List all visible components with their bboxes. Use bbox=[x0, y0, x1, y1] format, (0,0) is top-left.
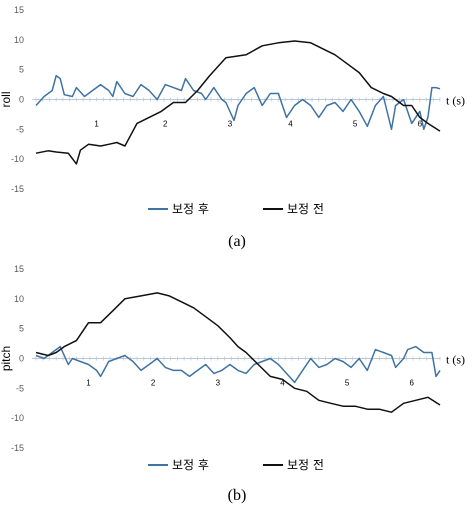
y-tick-label: -10 bbox=[11, 413, 24, 423]
segment-label: 1 bbox=[86, 379, 91, 388]
y-tick-label: 0 bbox=[19, 95, 24, 105]
y-tick-label: 15 bbox=[14, 264, 24, 274]
panel-caption: (a) bbox=[228, 233, 246, 250]
y-tick-label: -15 bbox=[11, 443, 24, 453]
segment-label: 5 bbox=[345, 379, 350, 388]
y-tick-label: 15 bbox=[14, 5, 24, 15]
y-tick-label: 5 bbox=[19, 324, 24, 334]
y-tick-label: 10 bbox=[14, 35, 24, 45]
y-axis-label: pitch bbox=[0, 346, 13, 371]
x-axis-label: t (s) bbox=[446, 353, 465, 367]
segment-label: 4 bbox=[288, 120, 293, 129]
segment-label: 5 bbox=[353, 120, 358, 129]
legend-label-after: 보정 후 bbox=[172, 202, 209, 216]
legend-label-before: 보정 전 bbox=[287, 458, 324, 472]
panel-caption: (b) bbox=[228, 487, 247, 504]
x-axis-label: t (s) bbox=[446, 94, 465, 108]
segment-label: 2 bbox=[163, 120, 168, 129]
segment-label: 6 bbox=[418, 120, 423, 129]
segment-label: 6 bbox=[409, 379, 414, 388]
y-axis-label: roll bbox=[0, 91, 13, 107]
segment-label: 3 bbox=[216, 379, 221, 388]
y-tick-label: -5 bbox=[16, 383, 24, 393]
series-line-before bbox=[35, 292, 441, 413]
segment-label: 2 bbox=[151, 379, 156, 388]
legend-label-after: 보정 후 bbox=[172, 458, 209, 472]
legend-label-before: 보정 전 bbox=[287, 202, 324, 216]
y-tick-label: -10 bbox=[11, 154, 24, 164]
series-line-after bbox=[35, 345, 441, 384]
y-tick-label: 0 bbox=[19, 354, 24, 364]
segment-label: 3 bbox=[228, 120, 233, 129]
series-line-before bbox=[35, 40, 441, 165]
segment-label: 4 bbox=[280, 379, 285, 388]
y-tick-label: 10 bbox=[14, 294, 24, 304]
y-tick-label: -15 bbox=[11, 184, 24, 194]
series-line-after bbox=[35, 74, 441, 131]
y-tick-label: 5 bbox=[19, 65, 24, 75]
segment-label: 1 bbox=[94, 120, 99, 129]
y-tick-label: -5 bbox=[16, 124, 24, 134]
